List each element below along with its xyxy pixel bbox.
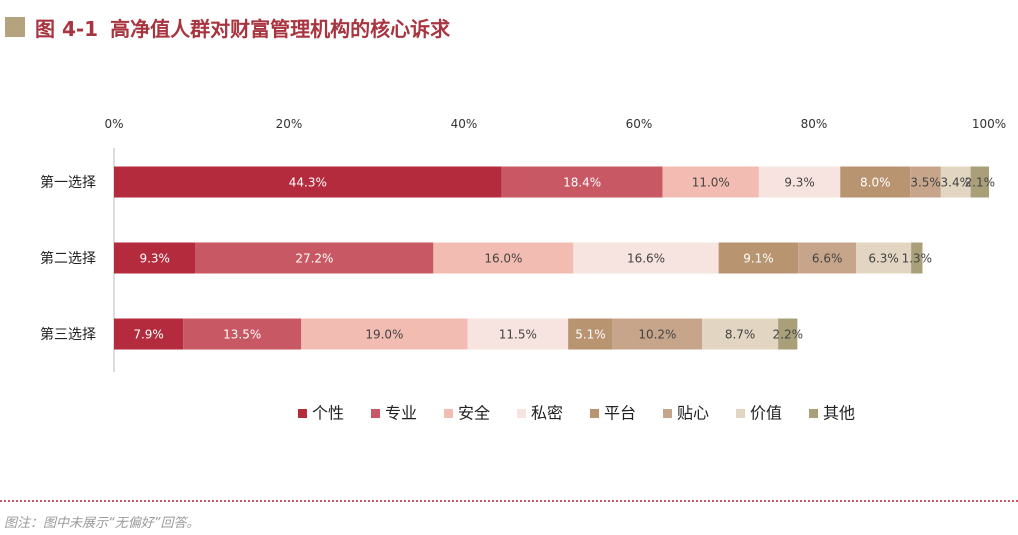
- x-tick-label: 20%: [276, 117, 303, 131]
- bar-segment: [301, 318, 468, 350]
- bar-segment: [114, 318, 184, 350]
- legend-label: 安全: [458, 404, 490, 423]
- legend-swatch: [736, 409, 745, 418]
- data-label: 18.4%: [563, 176, 601, 190]
- data-label: 27.2%: [295, 252, 333, 266]
- bar-segment: [856, 242, 912, 274]
- data-label: 8.7%: [725, 328, 756, 342]
- data-label: 13.5%: [223, 328, 261, 342]
- bar-segment: [433, 242, 574, 274]
- title-marker: [5, 17, 25, 37]
- data-label: 6.6%: [812, 252, 843, 266]
- data-label: 9.1%: [743, 252, 774, 266]
- legend-label: 价值: [750, 404, 782, 423]
- bar-segment: [840, 166, 911, 198]
- legend-swatch: [371, 409, 380, 418]
- legend-label: 私密: [531, 404, 563, 423]
- data-label: 3.5%: [910, 176, 941, 190]
- bar-segment: [183, 318, 302, 350]
- bar-segment: [662, 166, 759, 198]
- note-divider: [0, 500, 1018, 502]
- figure-title: 图 4-1 高净值人群对财富管理机构的核心诉求: [5, 14, 451, 41]
- category-label: 第三选择: [40, 326, 96, 343]
- bar-segment: [778, 318, 798, 350]
- bar-segment: [910, 166, 941, 198]
- legend-swatch: [809, 409, 818, 418]
- data-label: 16.0%: [484, 252, 522, 266]
- bar-segment: [568, 318, 613, 350]
- bar-segment: [970, 166, 989, 198]
- data-label: 8.0%: [860, 176, 891, 190]
- data-label: 11.0%: [692, 176, 730, 190]
- figure-label: 图 4-1: [35, 16, 99, 41]
- legend-label: 平台: [604, 404, 636, 423]
- bar-segment: [940, 166, 971, 198]
- chart-title: 高净值人群对财富管理机构的核心诉求: [110, 16, 451, 41]
- legend-swatch: [663, 409, 672, 418]
- data-label: 3.4%: [941, 176, 972, 190]
- data-label: 2.1%: [965, 176, 996, 190]
- category-label: 第一选择: [40, 174, 96, 191]
- legend-label: 个性: [312, 404, 344, 423]
- bar-segment: [798, 242, 856, 274]
- bar-segment: [195, 242, 434, 274]
- data-label: 44.3%: [289, 176, 327, 190]
- data-label: 7.9%: [133, 328, 164, 342]
- category-label: 第二选择: [40, 250, 96, 267]
- x-tick-label: 100%: [972, 117, 1006, 131]
- x-tick-label: 60%: [626, 117, 653, 131]
- bar-segment: [573, 242, 719, 274]
- data-label: 2.2%: [773, 328, 804, 342]
- x-tick-label: 80%: [801, 117, 828, 131]
- bar-segment: [501, 166, 663, 198]
- bar-segment: [612, 318, 702, 350]
- legend-label: 其他: [823, 404, 855, 423]
- bar-segment: [702, 318, 779, 350]
- data-label: 6.3%: [868, 252, 899, 266]
- legend-swatch: [444, 409, 453, 418]
- data-label: 9.3%: [784, 176, 815, 190]
- legend-swatch: [517, 409, 526, 418]
- legend-label: 贴心: [677, 404, 709, 423]
- bar-segment: [114, 242, 196, 274]
- data-label: 5.1%: [575, 328, 606, 342]
- bar-segment: [758, 166, 841, 198]
- figure-note: 图注：图中未展示“无偏好”回答。: [4, 516, 200, 531]
- bar-segment: [718, 242, 799, 274]
- data-label: 10.2%: [638, 328, 676, 342]
- legend-swatch: [590, 409, 599, 418]
- bar-segment: [911, 242, 923, 274]
- x-tick-label: 0%: [104, 117, 123, 131]
- legend-label: 专业: [385, 404, 417, 423]
- legend-swatch: [298, 409, 307, 418]
- x-tick-label: 40%: [451, 117, 478, 131]
- data-label: 9.3%: [139, 252, 170, 266]
- bar-segment: [114, 166, 502, 198]
- data-label: 16.6%: [627, 252, 665, 266]
- data-label: 11.5%: [499, 328, 537, 342]
- bar-segment: [467, 318, 569, 350]
- data-label: 1.3%: [902, 252, 933, 266]
- data-label: 19.0%: [365, 328, 403, 342]
